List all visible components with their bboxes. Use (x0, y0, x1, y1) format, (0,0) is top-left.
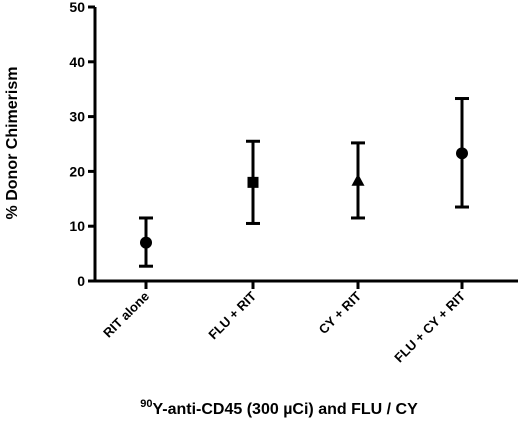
y-axis-title: % Donor Chimerism (4, 67, 21, 220)
y-ticks: 0 10 20 30 40 50 (69, 0, 95, 289)
x-axis-title-superscript: 90 (140, 398, 152, 410)
x-axis-title-text: Y-anti-CD45 (300 µCi) and FLU / CY (152, 401, 418, 418)
x-ticks: RIT alone FLU + RIT CY + RIT FLU + CY + RIT (100, 281, 468, 365)
x-axis-title: 90Y-anti-CD45 (300 µCi) and FLU / CY (140, 398, 418, 418)
data-point-group (351, 141, 365, 220)
y-tick-label: 50 (69, 0, 85, 15)
data-point-group (455, 97, 469, 209)
axes (93, 7, 518, 283)
y-tick-label: 10 (69, 218, 85, 234)
data-marks (139, 97, 469, 268)
y-tick-label: 40 (69, 54, 85, 70)
y-tick-label: 30 (69, 109, 85, 125)
mean-marker-square (247, 176, 259, 188)
y-tick-label: 0 (77, 273, 85, 289)
data-point-group (139, 216, 153, 268)
x-tick-label: FLU + CY + RIT (391, 288, 468, 365)
x-tick-label: CY + RIT (316, 288, 365, 337)
data-point-group (246, 139, 260, 225)
x-tick-label: FLU + RIT (205, 288, 259, 342)
mean-marker-circle (456, 147, 468, 160)
mean-marker-circle (140, 236, 152, 249)
mean-marker-triangle (351, 173, 365, 186)
x-tick-label: RIT alone (100, 289, 152, 341)
y-tick-label: 20 (69, 163, 85, 179)
